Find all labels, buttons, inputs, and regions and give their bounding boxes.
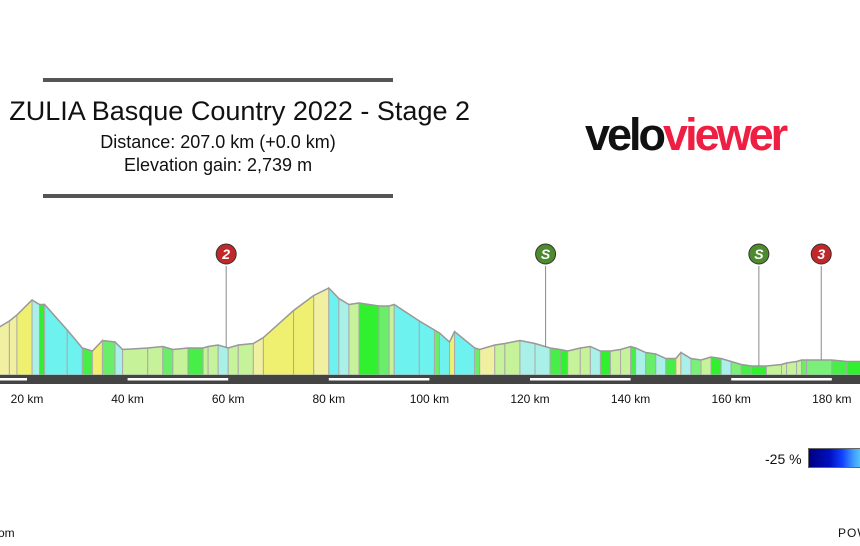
profile-segment [846, 361, 860, 376]
profile-segment [609, 348, 622, 376]
distance-tick-label: 80 km [312, 392, 346, 406]
profile-segment [202, 345, 209, 376]
title-bottom-rule [43, 194, 393, 198]
profile-segment [630, 345, 637, 376]
distance-bar-stripe [731, 378, 832, 381]
profile-segment [579, 345, 591, 376]
profile-segment [207, 344, 219, 376]
marker-label: 3 [817, 246, 825, 262]
profile-segment [0, 320, 10, 376]
profile-segment [358, 302, 380, 376]
profile-segment [114, 340, 124, 376]
profile-segment [237, 342, 254, 376]
profile-segment [217, 344, 229, 376]
profile-segment [262, 309, 295, 376]
profile-segment [44, 303, 68, 376]
profile-segment [8, 313, 18, 376]
profile-segment [519, 339, 536, 376]
profile-segment [534, 342, 551, 376]
veloviewer-logo: veloviewer [585, 109, 788, 160]
logo-viewer: viewer [663, 109, 788, 160]
gradient-legend-min-label: -25 % [765, 451, 802, 467]
profile-segment [227, 344, 239, 376]
profile-segment [378, 305, 390, 376]
profile-segment [16, 298, 33, 376]
distance-bar-stripe [328, 378, 430, 381]
profile-segment [39, 304, 46, 376]
gradient-legend-bar [808, 448, 860, 468]
distance-tick-label: 100 km [409, 392, 450, 406]
profile-segment [454, 330, 476, 376]
profile-segment [567, 347, 581, 376]
profile-segment [31, 299, 41, 376]
profile-segment [81, 347, 93, 376]
profile-segment [806, 359, 833, 376]
profile-segment [388, 303, 395, 376]
distance-tick-label: 20 km [10, 392, 44, 406]
profile-segment [147, 345, 164, 376]
distance-text: Distance: 207.0 km (+0.0 km) [100, 132, 336, 152]
sprint-marker-icon[interactable] [748, 243, 770, 265]
distance-bar-stripe [127, 378, 229, 381]
elevation-profile-chart: 2 S S 3 [0, 243, 860, 384]
profile-segment [796, 359, 803, 376]
profile-segment [831, 359, 848, 376]
profile-segment [162, 345, 174, 376]
profile-segment [559, 348, 569, 376]
profile-segment [750, 365, 767, 376]
profile-segment [101, 339, 116, 376]
marker-label: S [754, 246, 764, 262]
profile-segment [801, 359, 808, 376]
profile-segment [187, 347, 204, 376]
profile-segment [690, 357, 702, 376]
profile-segment [66, 328, 83, 376]
profile-segment [549, 347, 561, 376]
profile-segment [645, 351, 657, 376]
marker-label: S [541, 246, 551, 262]
profile-segment [393, 303, 420, 376]
profile-segment [620, 345, 632, 376]
marker-label: 2 [221, 246, 230, 262]
profile-segment [172, 347, 189, 376]
distance-bar [0, 375, 860, 384]
profile-segment [438, 331, 451, 376]
sprint-marker-icon[interactable] [535, 243, 557, 265]
climb-marker-icon[interactable] [215, 243, 237, 265]
profile-segment [504, 339, 521, 376]
profile-outline [0, 287, 860, 367]
profile-segment [328, 286, 340, 376]
footer-right-text: POW [838, 526, 860, 540]
title-top-rule [43, 78, 393, 82]
distance-tick-label: 120 km [510, 392, 550, 406]
distance-tick-label: 160 km [711, 392, 751, 406]
profile-segment [599, 350, 611, 376]
distance-tick-label: 140 km [610, 392, 651, 406]
distance-bar-stripe [0, 378, 27, 381]
profile-segment [313, 287, 330, 376]
elevation-gain-text: Elevation gain: 2,739 m [123, 155, 313, 175]
profile-segment [494, 342, 506, 376]
distance-tick-label: 40 km [111, 392, 144, 406]
profile-segment [338, 297, 350, 376]
profile-segment [665, 358, 677, 376]
footer-left-text: om [0, 526, 15, 540]
climb-marker-icon[interactable] [810, 243, 832, 265]
profile-segment [710, 356, 722, 376]
stage-title: ZULIA Basque Country 2022 - Stage 2 [9, 96, 470, 126]
logo-velo: velo [585, 109, 666, 160]
profile-segment [348, 302, 360, 376]
distance-tick-label: 180 km [812, 392, 852, 406]
profile-segment [474, 347, 481, 376]
distance-bar-stripe [530, 378, 631, 381]
distance-tick-label: 60 km [211, 392, 245, 406]
profile-segment [122, 347, 149, 376]
profile-segment [433, 329, 440, 376]
